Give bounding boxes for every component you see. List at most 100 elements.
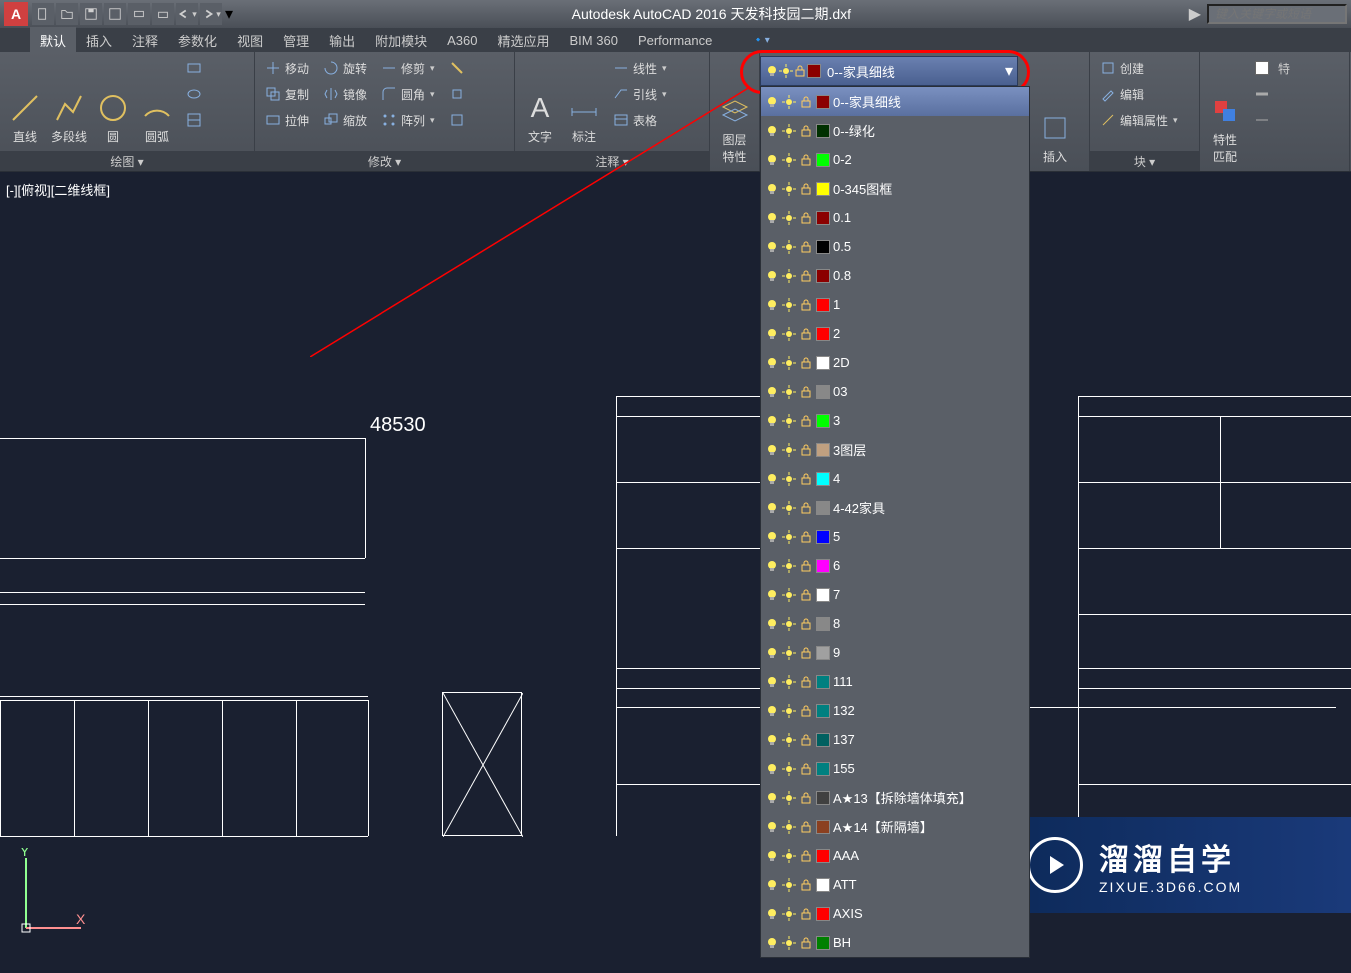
layer-item[interactable]: 1 (761, 290, 1029, 319)
insert-btn[interactable]: 插入 (1034, 56, 1076, 167)
undo-btn[interactable] (176, 3, 198, 25)
layer-item[interactable]: 132 (761, 696, 1029, 725)
layer-item[interactable]: 0.5 (761, 232, 1029, 261)
layer-item[interactable]: 4 (761, 464, 1029, 493)
layer-item[interactable]: 2 (761, 319, 1029, 348)
panel-layer: 图层 特性 (710, 52, 760, 171)
layer-name: 0-2 (833, 152, 852, 167)
layer-item[interactable]: 3 (761, 406, 1029, 435)
app-icon[interactable]: A (4, 2, 28, 26)
editattr-btn[interactable]: 编辑属性 (1094, 108, 1184, 132)
tab-7[interactable]: 附加模块 (365, 27, 437, 54)
array-btn[interactable]: 阵列 (375, 108, 441, 132)
tab-3[interactable]: 参数化 (168, 27, 227, 54)
text-btn[interactable]: A文字 (519, 56, 561, 147)
layer-item[interactable]: 0-2 (761, 145, 1029, 174)
layer-item[interactable]: 0--绿化 (761, 116, 1029, 145)
layer-item[interactable]: 0.8 (761, 261, 1029, 290)
table-btn[interactable]: 表格 (607, 108, 673, 132)
panel-block-label: 块 ▾ (1090, 151, 1199, 171)
tab-4[interactable]: 视图 (227, 27, 273, 54)
layer-selector[interactable]: 0--家具细线 ▾ (760, 56, 1018, 86)
saveas-btn[interactable] (104, 3, 126, 25)
layer-item[interactable]: BH (761, 928, 1029, 957)
leader-btn[interactable]: 引线 (607, 82, 673, 106)
layer-name: 3 (833, 413, 840, 428)
panel-draw-label: 绘图 ▾ (0, 151, 254, 171)
matchprops-btn[interactable]: 特性 匹配 (1204, 56, 1246, 167)
save-btn[interactable] (80, 3, 102, 25)
layer-item[interactable]: A★13【拆除墙体填充】 (761, 783, 1029, 812)
layer-item[interactable]: 6 (761, 551, 1029, 580)
drawing-canvas[interactable]: [-][俯视][二维线框] 48530 YX 溜溜自学 (0, 172, 1351, 973)
layer-item[interactable]: 0-345图框 (761, 174, 1029, 203)
layer-name: 0--家具细线 (833, 92, 901, 111)
tab-10[interactable]: BIM 360 (560, 29, 628, 52)
layer-item[interactable]: 0--家具细线 (761, 87, 1029, 116)
line-btn[interactable]: 直线 (4, 56, 46, 147)
search-input[interactable] (1207, 4, 1347, 24)
fillet-btn[interactable]: 圆角 (375, 82, 441, 106)
dim-btn[interactable]: 标注 (563, 56, 605, 147)
tab-11[interactable]: Performance (628, 29, 722, 52)
rect-btn[interactable] (180, 56, 208, 80)
layer-item[interactable]: 155 (761, 754, 1029, 783)
redo-btn[interactable] (200, 3, 222, 25)
explode-btn[interactable] (443, 82, 471, 106)
tab-5[interactable]: 管理 (273, 27, 319, 54)
layer-item[interactable]: 8 (761, 609, 1029, 638)
print-btn[interactable] (152, 3, 174, 25)
copy-btn[interactable]: 复制 (259, 82, 315, 106)
stretch-btn[interactable]: 拉伸 (259, 108, 315, 132)
viewport-label[interactable]: [-][俯视][二维线框] (6, 180, 110, 199)
new-btn[interactable] (32, 3, 54, 25)
layerprops-btn[interactable]: 图层 特性 (714, 56, 755, 167)
lt-btn[interactable] (1248, 108, 1276, 132)
ellipse-btn[interactable] (180, 82, 208, 106)
lw-btn[interactable] (1248, 82, 1276, 106)
move-btn[interactable]: 移动 (259, 56, 315, 80)
layer-item[interactable]: 9 (761, 638, 1029, 667)
layer-item[interactable]: A★14【新隔墙】 (761, 812, 1029, 841)
scale-btn[interactable]: 缩放 (317, 108, 373, 132)
open-btn[interactable] (56, 3, 78, 25)
tab-6[interactable]: 输出 (319, 27, 365, 54)
tab-8[interactable]: A360 (437, 29, 487, 52)
layer-item[interactable]: AAA (761, 841, 1029, 870)
layer-item[interactable]: AXIS (761, 899, 1029, 928)
arc-btn[interactable]: 圆弧 (136, 56, 178, 147)
offset-btn[interactable] (443, 108, 471, 132)
ucs-icon: YX (16, 848, 86, 943)
edit-btn[interactable]: 编辑 (1094, 82, 1184, 106)
qat-customize[interactable]: ▾ (224, 3, 234, 25)
layer-item[interactable]: 03 (761, 377, 1029, 406)
tab-2[interactable]: 注释 (122, 27, 168, 54)
help-arrow[interactable]: ▶ (1189, 4, 1201, 24)
layer-item[interactable]: 137 (761, 725, 1029, 754)
panel-annotate: A文字 标注 线性 引线 表格 注释 ▾ (515, 52, 710, 171)
layer-name: 111 (833, 674, 853, 689)
layer-item[interactable]: 5 (761, 522, 1029, 551)
circle-btn[interactable]: 圆 (92, 56, 134, 147)
layer-item[interactable]: 4-42家具 (761, 493, 1029, 522)
tab-1[interactable]: 插入 (76, 27, 122, 54)
plot-btn[interactable] (128, 3, 150, 25)
hatch-btn[interactable] (180, 108, 208, 132)
linetype-btn[interactable]: 线性 (607, 56, 673, 80)
trim-btn[interactable]: 修剪 (375, 56, 441, 80)
layer-item[interactable]: 3图层 (761, 435, 1029, 464)
erase-btn[interactable] (443, 56, 471, 80)
polyline-btn[interactable]: 多段线 (48, 56, 90, 147)
layer-item[interactable]: 7 (761, 580, 1029, 609)
create-btn[interactable]: 创建 (1094, 56, 1184, 80)
tab-0[interactable]: 默认 (30, 27, 76, 54)
layer-item[interactable]: ATT (761, 870, 1029, 899)
layer-item[interactable]: 111 (761, 667, 1029, 696)
color-btn[interactable] (1248, 56, 1276, 80)
mirror-btn[interactable]: 镜像 (317, 82, 373, 106)
rotate-btn[interactable]: 旋转 (317, 56, 373, 80)
tab-9[interactable]: 精选应用 (488, 27, 560, 54)
layer-item[interactable]: 0.1 (761, 203, 1029, 232)
layer-item[interactable]: 2D (761, 348, 1029, 377)
layer-dropdown[interactable]: 0--家具细线 0--绿化 0-2 0-345图框 0.1 0.5 0.8 (760, 86, 1030, 958)
